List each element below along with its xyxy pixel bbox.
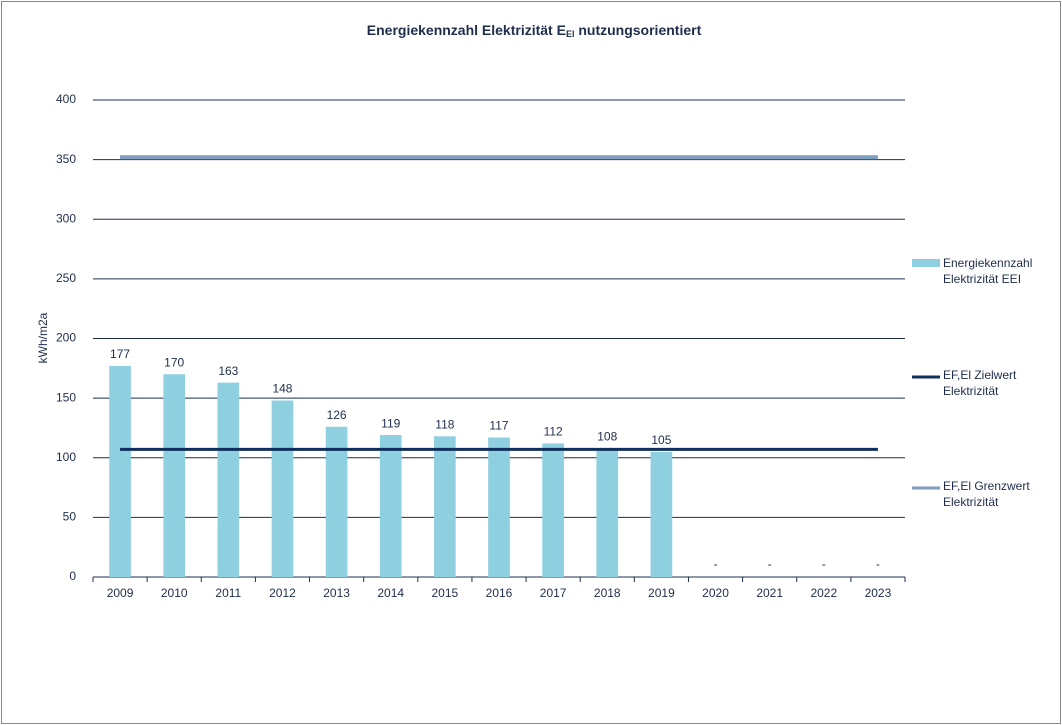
bar — [596, 448, 619, 577]
bar — [379, 435, 402, 577]
y-tick-label: 50 — [63, 510, 77, 524]
title-suffix: nutzungsorientiert — [574, 22, 701, 38]
data-label: 117 — [489, 419, 508, 433]
title-subscript: El — [566, 29, 575, 39]
data-label: 118 — [435, 417, 454, 431]
bar — [542, 443, 564, 577]
x-tick-label: 2016 — [486, 586, 513, 600]
y-tick-label: 400 — [56, 92, 76, 106]
data-label: - — [876, 557, 880, 571]
x-tick-label: 2011 — [215, 586, 241, 600]
bar — [271, 400, 294, 577]
bar — [650, 451, 673, 577]
x-tick-label: 2021 — [756, 586, 783, 600]
bar — [488, 437, 510, 577]
x-tick-label: 2018 — [594, 586, 621, 600]
data-label: - — [768, 557, 772, 571]
chart-title: Energiekennzahl Elektrizität EEl nutzung… — [367, 22, 702, 40]
x-tick-label: 2022 — [810, 586, 837, 600]
data-label: 177 — [110, 347, 130, 361]
bar — [109, 365, 131, 577]
y-tick-label: 150 — [56, 390, 76, 404]
data-label: 105 — [651, 433, 671, 447]
bar — [434, 436, 456, 577]
bar — [217, 382, 240, 577]
x-tick-label: 2012 — [269, 586, 296, 600]
data-label: 170 — [164, 355, 184, 369]
bar — [325, 426, 348, 577]
data-label: 112 — [544, 425, 563, 439]
legend-label: EF,El Grenzwert Elektrizität — [943, 479, 1030, 509]
y-axis-label: kWh/m2a — [36, 312, 50, 363]
x-tick-label: 2020 — [702, 586, 729, 600]
data-label: 108 — [597, 429, 617, 443]
data-label: 126 — [327, 408, 347, 422]
x-tick-label: 2010 — [161, 586, 188, 600]
data-label: - — [714, 557, 718, 571]
legend-label: EF,El Zielwert Elektrizität — [943, 368, 1017, 398]
y-tick-label: 250 — [56, 271, 76, 285]
x-tick-label: 2019 — [648, 586, 675, 600]
y-tick-label: 100 — [56, 450, 76, 464]
legend-label: Energiekennzahl Elektrizität EEI — [943, 256, 1033, 286]
data-label: - — [822, 557, 826, 571]
data-label: 119 — [381, 416, 400, 430]
bar — [163, 374, 186, 577]
y-tick-label: 350 — [56, 152, 76, 166]
x-tick-label: 2017 — [540, 586, 567, 600]
x-tick-label: 2023 — [865, 586, 892, 600]
y-tick-label: 200 — [56, 331, 76, 345]
legend-swatch — [912, 259, 940, 267]
x-tick-label: 2009 — [107, 586, 134, 600]
x-tick-label: 2014 — [377, 586, 404, 600]
title-main: Energiekennzahl Elektrizität E — [367, 22, 566, 38]
data-label: 148 — [272, 382, 292, 396]
x-tick-label: 2013 — [323, 586, 350, 600]
x-tick-label: 2015 — [432, 586, 459, 600]
y-tick-label: 300 — [56, 211, 76, 225]
data-label: 163 — [218, 364, 238, 378]
y-tick-label: 0 — [69, 569, 76, 583]
